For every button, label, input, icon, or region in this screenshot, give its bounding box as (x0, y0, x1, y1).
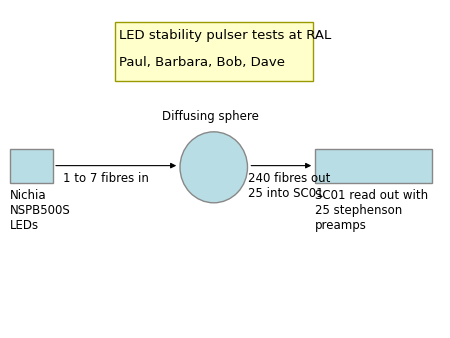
Text: Paul, Barbara, Bob, Dave: Paul, Barbara, Bob, Dave (119, 56, 285, 69)
Text: SC01 read out with
25 stephenson
preamps: SC01 read out with 25 stephenson preamps (315, 189, 428, 232)
FancyBboxPatch shape (10, 149, 53, 183)
Ellipse shape (180, 132, 248, 203)
Text: 1 to 7 fibres in: 1 to 7 fibres in (63, 172, 149, 185)
Text: 240 fibres out
25 into SC01: 240 fibres out 25 into SC01 (248, 172, 331, 200)
Text: Nichia
NSPB500S
LEDs: Nichia NSPB500S LEDs (10, 189, 71, 232)
Text: LED stability pulser tests at RAL: LED stability pulser tests at RAL (119, 29, 332, 42)
FancyBboxPatch shape (315, 149, 432, 183)
FancyBboxPatch shape (115, 22, 313, 81)
Text: Diffusing sphere: Diffusing sphere (162, 111, 259, 123)
